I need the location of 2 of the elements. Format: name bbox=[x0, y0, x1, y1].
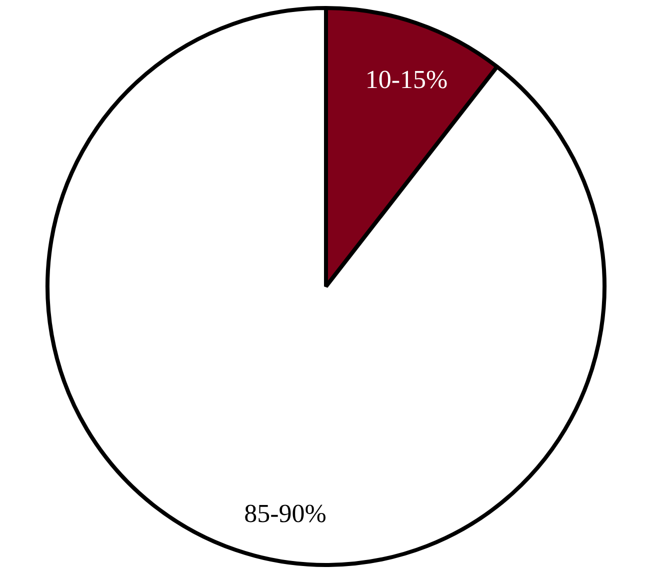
data-label: 85-90% bbox=[244, 498, 326, 528]
data-label: 10-15% bbox=[365, 64, 448, 94]
